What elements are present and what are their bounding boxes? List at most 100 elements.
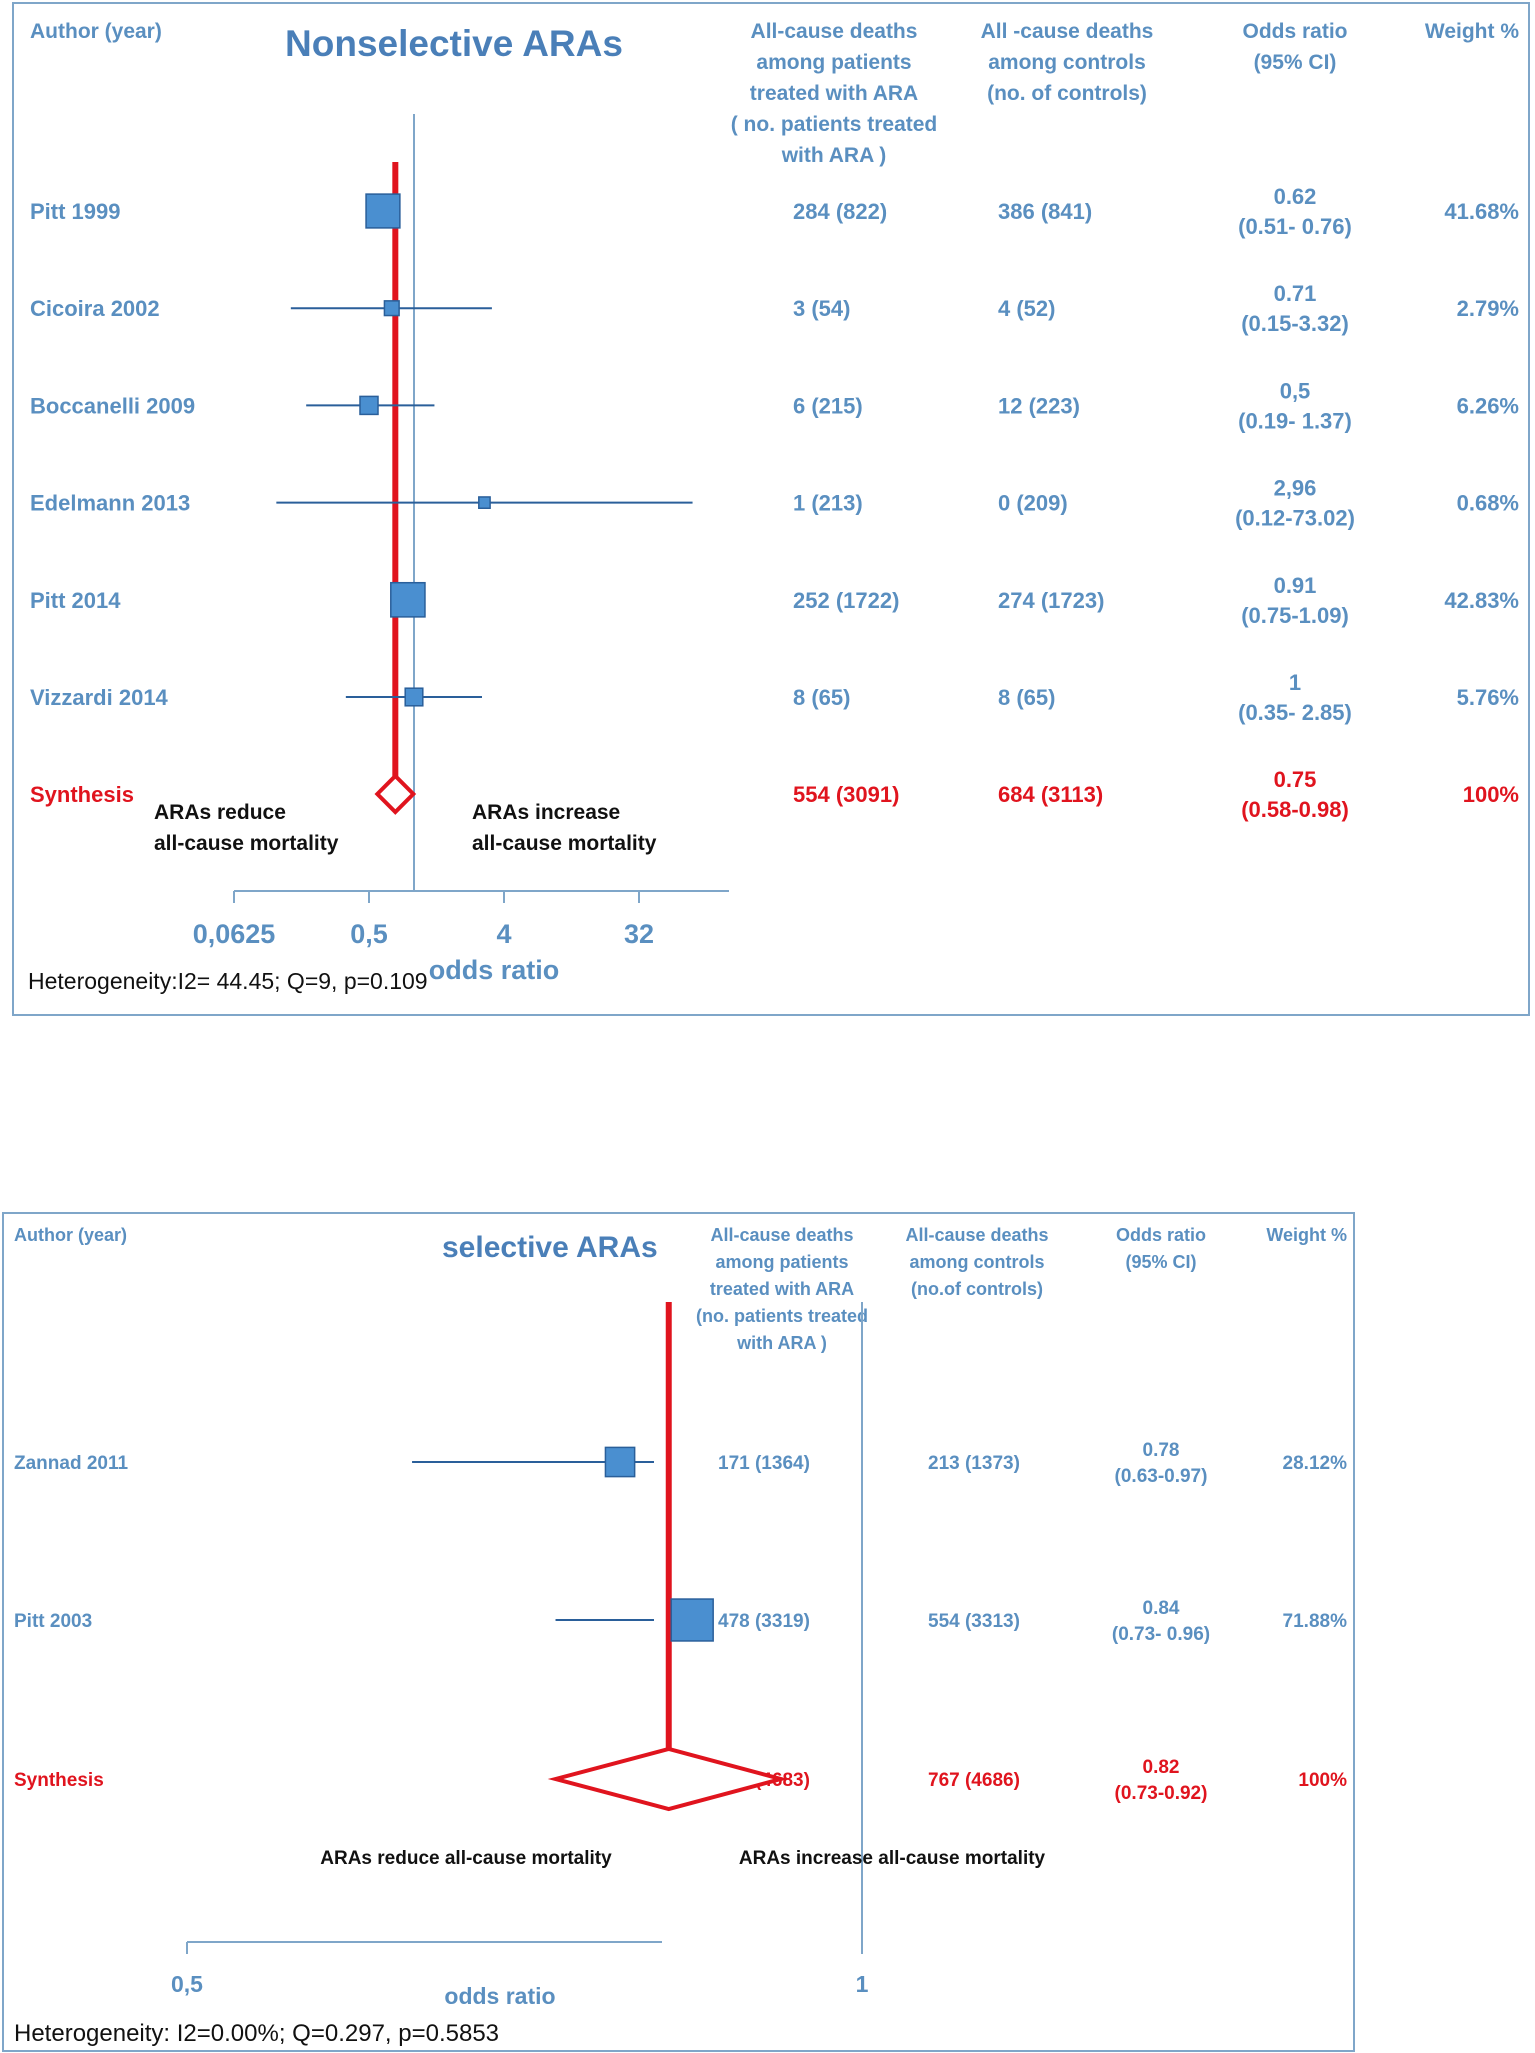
study-odds-ratio: 0.71 — [1274, 281, 1317, 306]
study-marker — [383, 300, 400, 317]
header-odds-ratio: Odds ratio — [1116, 1225, 1206, 1245]
study-treated: 6 (215) — [793, 393, 863, 418]
study-ci: (0.51- 0.76) — [1238, 214, 1352, 239]
study-weight: 71.88% — [1283, 1611, 1348, 1632]
study-controls: 4 (52) — [998, 296, 1055, 321]
forest-panel-selective: Author (year) selective ARAs All-cause dea… — [2, 1212, 1355, 2052]
annotation-reduce: ARAs reduce all-cause mortality — [320, 1848, 612, 1869]
study-author: Pitt 2003 — [14, 1611, 92, 1632]
study-author: Edelmann 2013 — [30, 491, 190, 516]
study-marker — [478, 496, 491, 509]
header-odds-ratio: (95% CI) — [1125, 1252, 1196, 1272]
x-tick-label: 4 — [496, 919, 511, 949]
header-treated: with ARA ) — [781, 144, 887, 167]
study-controls: 386 (841) — [998, 199, 1092, 224]
study-ci: (0.19- 1.37) — [1238, 408, 1352, 433]
header-treated: with ARA ) — [736, 1333, 827, 1353]
study-treated: 3 (54) — [793, 296, 850, 321]
annotation-increase: all-cause mortality — [472, 832, 657, 855]
header-author: Author (year) — [14, 1225, 127, 1245]
synthesis-weight: 100% — [1463, 782, 1519, 807]
study-marker — [390, 581, 426, 618]
study-treated: 284 (822) — [793, 199, 887, 224]
synthesis-controls: 684 (3113) — [998, 782, 1103, 807]
annotation-reduce: all-cause mortality — [154, 832, 339, 855]
study-controls: 274 (1723) — [998, 588, 1104, 613]
header-treated: treated with ARA — [710, 1279, 854, 1299]
study-author: Boccanelli 2009 — [30, 393, 195, 418]
header-controls: among controls — [988, 51, 1146, 74]
study-marker — [404, 687, 424, 707]
study-controls: 12 (223) — [998, 393, 1080, 418]
header-weight: Weight % — [1425, 20, 1519, 43]
synthesis-diamond — [374, 773, 417, 815]
forest-plot-selective: Author (year) selective ARAs All-cause dea… — [14, 1225, 1348, 2047]
study-author: Zannad 2011 — [14, 1453, 128, 1474]
header-treated: treated with ARA — [750, 82, 918, 105]
header-treated: All-cause deaths — [751, 20, 918, 43]
x-axis-label: odds ratio — [429, 955, 560, 985]
header-odds-ratio: (95% CI) — [1254, 51, 1337, 74]
study-author: Vizzardi 2014 — [30, 685, 169, 710]
study-weight: 5.76% — [1457, 685, 1519, 710]
forest-plot-nonselective: Author (year) Nonselective ARAs All-cause … — [28, 20, 1519, 994]
synthesis-weight: 100% — [1298, 1770, 1347, 1791]
study-odds-ratio: 0.62 — [1274, 184, 1317, 209]
study-author: Cicoira 2002 — [30, 296, 160, 321]
x-tick-label: 0,5 — [350, 919, 388, 949]
synthesis-label: Synthesis — [30, 782, 134, 807]
study-ci: (0.73- 0.96) — [1112, 1624, 1210, 1645]
study-weight: 28.12% — [1283, 1453, 1348, 1474]
study-treated: 252 (1722) — [793, 588, 899, 613]
study-treated: 8 (65) — [793, 685, 850, 710]
synthesis-label: Synthesis — [14, 1770, 104, 1791]
study-marker — [604, 1446, 636, 1478]
study-weight: 41.68% — [1444, 199, 1519, 224]
study-odds-ratio: 0.84 — [1143, 1598, 1180, 1619]
synthesis-ci: (0.58-0.98) — [1241, 797, 1349, 822]
study-weight: 6.26% — [1457, 393, 1519, 418]
heterogeneity-footnote: Heterogeneity: I2=0.00%; Q=0.297, p=0.58… — [14, 2020, 499, 2047]
study-treated: 171 (1364) — [718, 1453, 810, 1474]
x-tick-label: 0,0625 — [193, 919, 276, 949]
annotation-increase: ARAs increase all-cause mortality — [739, 1848, 1046, 1869]
synthesis-odds-ratio: 0.75 — [1274, 767, 1317, 792]
study-odds-ratio: 2,96 — [1274, 476, 1317, 501]
synthesis-controls: 767 (4686) — [928, 1770, 1020, 1791]
header-controls: among controls — [909, 1252, 1044, 1272]
study-controls: 554 (3313) — [928, 1611, 1020, 1632]
x-tick-label: 0,5 — [171, 1971, 203, 1997]
study-ci: (0.63-0.97) — [1115, 1466, 1208, 1487]
study-weight: 0.68% — [1457, 491, 1519, 516]
study-marker — [670, 1598, 714, 1642]
study-controls: 213 (1373) — [928, 1453, 1020, 1474]
x-tick-label: 1 — [856, 1971, 869, 1997]
heterogeneity-footnote: Heterogeneity:I2= 44.45; Q=9, p=0.109 — [28, 968, 428, 994]
header-treated: among patients — [756, 51, 911, 74]
header-treated: among patients — [715, 1252, 848, 1272]
header-controls: (no.of controls) — [911, 1279, 1043, 1299]
study-odds-ratio: 0.91 — [1274, 573, 1317, 598]
study-odds-ratio: 0.78 — [1143, 1440, 1180, 1461]
synthesis-ci: (0.73-0.92) — [1115, 1783, 1208, 1804]
study-ci: (0.15-3.32) — [1241, 311, 1349, 336]
study-weight: 42.83% — [1444, 588, 1519, 613]
study-treated: 1 (213) — [793, 491, 863, 516]
study-author: Pitt 2014 — [30, 588, 121, 613]
chart-title: Nonselective ARAs — [285, 23, 623, 64]
study-author: Pitt 1999 — [30, 199, 121, 224]
study-odds-ratio: 1 — [1289, 670, 1301, 695]
study-marker — [365, 193, 401, 229]
header-treated: All-cause deaths — [710, 1225, 853, 1245]
header-controls: (no. of controls) — [987, 82, 1147, 105]
x-axis-label: odds ratio — [444, 1983, 555, 2009]
header-odds-ratio: Odds ratio — [1242, 20, 1347, 43]
synthesis-diamond — [547, 1746, 789, 1812]
header-author: Author (year) — [30, 20, 162, 43]
x-tick-label: 32 — [624, 919, 654, 949]
annotation-increase: ARAs increase — [472, 801, 620, 824]
study-ci: (0.12-73.02) — [1235, 506, 1355, 531]
study-treated: 478 (3319) — [718, 1611, 810, 1632]
study-weight: 2.79% — [1457, 296, 1519, 321]
forest-panel-nonselective: Author (year) Nonselective ARAs All-cause … — [12, 2, 1530, 1016]
